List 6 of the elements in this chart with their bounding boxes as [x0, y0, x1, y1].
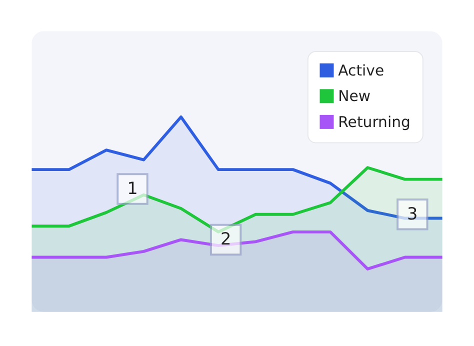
annotation: 1	[127, 178, 138, 198]
legend-label: Returning	[338, 112, 410, 131]
legend-label: Active	[338, 61, 384, 80]
legend-label: New	[338, 87, 371, 106]
annotation: 2	[220, 228, 232, 249]
annotation: 3	[407, 203, 418, 224]
